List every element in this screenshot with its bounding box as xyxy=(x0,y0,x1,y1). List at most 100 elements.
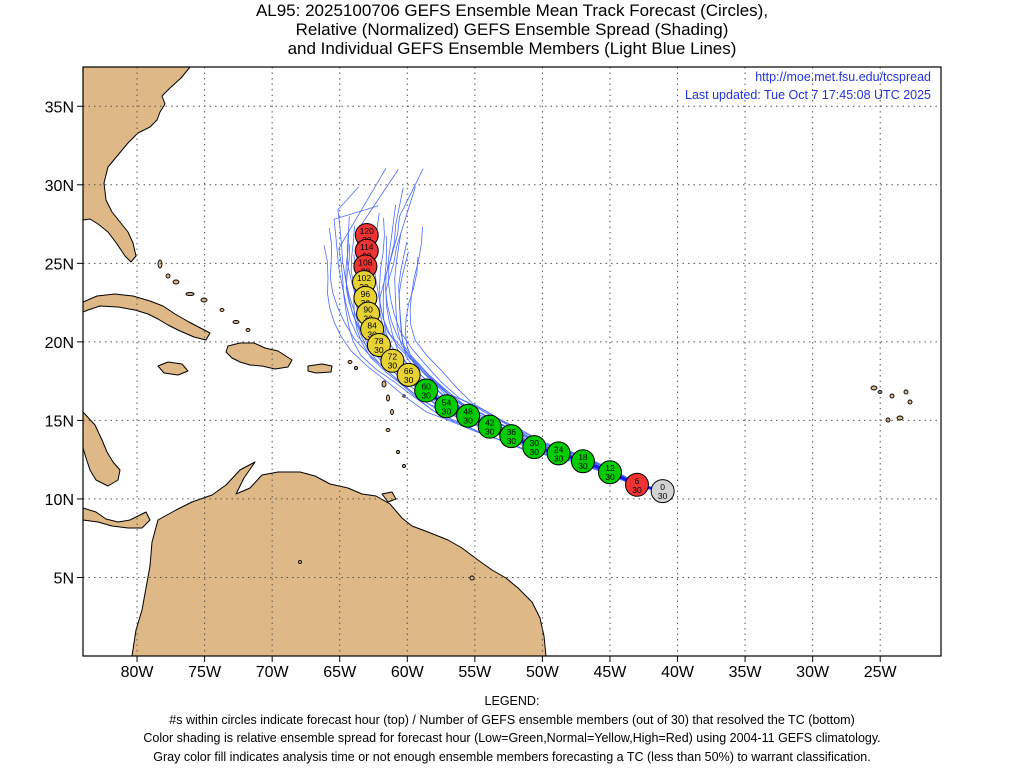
island-24 xyxy=(298,560,302,564)
y-tick-label: 20N xyxy=(45,335,74,352)
cuba-land xyxy=(83,293,211,341)
forecast-hour-label: 6 xyxy=(635,476,640,486)
forecast-hour-label: 66 xyxy=(404,366,414,376)
forecast-hour-label: 60 xyxy=(421,382,431,392)
legend-heading: LEGEND: xyxy=(484,694,540,708)
legend: LEGEND: #s within circles indicate forec… xyxy=(0,692,1024,766)
forecast-point-circle xyxy=(396,362,421,387)
y-tick-label: 25N xyxy=(45,256,74,273)
forecast-hour-label: 108 xyxy=(358,257,372,267)
y-tick-label: 5N xyxy=(54,570,74,587)
member-count-label: 30 xyxy=(367,329,377,339)
member-count-label: 30 xyxy=(421,391,431,401)
member-count-label: 30 xyxy=(463,416,473,426)
island-11 xyxy=(172,279,180,285)
north-america-land xyxy=(83,67,191,263)
forecast-point-circle xyxy=(366,333,391,358)
member-count-label: 30 xyxy=(658,491,668,501)
chart-title: AL95: 2025100706 GEFS Ensemble Mean Trac… xyxy=(0,1,1024,58)
x-tick-label: 75W xyxy=(188,664,222,681)
forecast-point: 030 xyxy=(650,479,675,504)
forecast-hour-label: 78 xyxy=(374,336,384,346)
island-2 xyxy=(381,380,387,388)
y-tick-label: 30N xyxy=(45,178,74,195)
credit-updated: Last updated: Tue Oct 7 17:45:08 UTC 202… xyxy=(685,88,931,102)
island-15 xyxy=(232,320,240,324)
x-tick-label: 40W xyxy=(661,664,695,681)
member-count-label: 30 xyxy=(388,361,398,371)
hispaniola-land xyxy=(225,342,293,370)
forecast-point-circle xyxy=(650,479,675,504)
island-13 xyxy=(200,297,208,303)
x-tick-label: 35W xyxy=(729,664,763,681)
forecast-hour-label: 84 xyxy=(367,320,377,330)
forecast-point-circle xyxy=(499,424,524,449)
forecast-point-circle xyxy=(624,472,649,497)
credit-url: http://moe.met.fsu.edu/tcspread xyxy=(755,70,931,84)
grid-lines xyxy=(83,67,941,656)
island-23 xyxy=(896,415,904,421)
forecast-hour-label: 12 xyxy=(605,463,615,473)
map-frame xyxy=(82,66,942,657)
landmasses xyxy=(83,67,547,656)
x-tick-label: 50W xyxy=(526,664,560,681)
island-3 xyxy=(386,394,390,402)
x-tick-label: 80W xyxy=(121,664,155,681)
x-tick-label: 70W xyxy=(256,664,290,681)
forecast-point-circle xyxy=(434,394,459,419)
island-17 xyxy=(870,385,878,391)
island-10 xyxy=(165,273,171,279)
island-9 xyxy=(157,259,163,269)
south-america-land xyxy=(131,461,547,656)
forecast-point-circle xyxy=(477,414,502,439)
x-tick-label: 60W xyxy=(391,664,425,681)
x-tick-label: 55W xyxy=(458,664,492,681)
forecast-hour-label: 30 xyxy=(530,438,540,448)
member-count-label: 30 xyxy=(605,472,615,482)
forecast-point: 630 xyxy=(624,472,649,497)
island-5 xyxy=(385,428,391,432)
forecast-hour-label: 48 xyxy=(463,407,473,417)
forecast-hour-label: 90 xyxy=(363,305,373,315)
member-count-label: 30 xyxy=(442,406,452,416)
forecast-hour-label: 54 xyxy=(442,397,452,407)
member-count-label: 30 xyxy=(374,345,384,355)
legend-line-1: #s within circles indicate forecast hour… xyxy=(169,712,855,727)
y-tick-label: 35N xyxy=(45,99,74,116)
forecast-point-circle xyxy=(570,449,595,474)
central-america-land xyxy=(83,411,121,487)
island-25 xyxy=(469,575,475,581)
island-14 xyxy=(219,308,225,312)
title-line-2: Relative (Normalized) GEFS Ensemble Spre… xyxy=(295,20,729,39)
track-map: 1203011430108301023096309030843078307230… xyxy=(45,66,942,681)
island-6 xyxy=(396,450,400,454)
forecast-hour-label: 96 xyxy=(361,289,371,299)
island-1 xyxy=(354,366,358,370)
forecast-hour-label: 120 xyxy=(360,226,374,236)
forecast-hour-label: 24 xyxy=(554,444,564,454)
x-tick-label: 25W xyxy=(864,664,898,681)
y-tick-label: 15N xyxy=(45,413,74,430)
island-4 xyxy=(390,409,394,415)
forecast-hour-label: 42 xyxy=(485,418,495,428)
x-tick-label: 30W xyxy=(796,664,830,681)
latitude-ticks: 5N 10N 15N 20N 25N 30N 35N xyxy=(45,99,83,587)
puerto-rico-land xyxy=(307,363,333,374)
x-tick-label: 65W xyxy=(323,664,357,681)
forecast-point-circle xyxy=(522,435,547,460)
forecast-hour-label: 72 xyxy=(388,352,398,362)
forecast-points: 1203011430108301023096309030843078307230… xyxy=(352,223,675,504)
title-line-1: AL95: 2025100706 GEFS Ensemble Mean Trac… xyxy=(255,1,769,20)
forecast-hour-label: 18 xyxy=(578,452,588,462)
island-0 xyxy=(347,360,353,364)
island-19 xyxy=(889,393,895,399)
